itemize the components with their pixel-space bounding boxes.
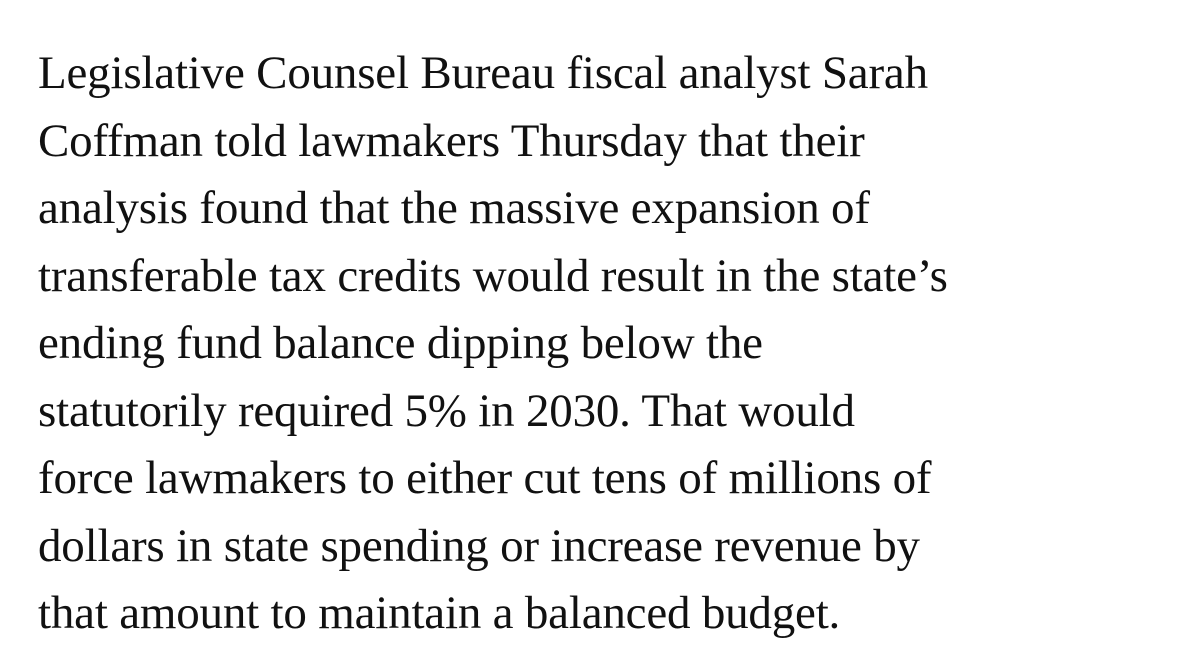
paragraph-line: dollars in state spending or increase re…	[38, 519, 920, 572]
paragraph-line: Coffman told lawmakers Thursday that the…	[38, 114, 865, 167]
paragraph-line: Legislative Counsel Bureau fiscal analys…	[38, 47, 928, 99]
paragraph-line: force lawmakers to either cut tens of mi…	[38, 452, 932, 504]
paragraph-line: that amount to maintain a balanced budge…	[38, 587, 841, 639]
article-paragraph: Legislative Counsel Bureau fiscal analys…	[38, 40, 1158, 648]
paragraph-line: analysis found that the massive expansio…	[38, 182, 870, 234]
paragraph-line: statutorily required 5% in 2030. That wo…	[38, 384, 855, 437]
paragraph-line: ending fund balance dipping below the	[38, 317, 763, 369]
paragraph-line: transferable tax credits would result in…	[38, 249, 948, 302]
